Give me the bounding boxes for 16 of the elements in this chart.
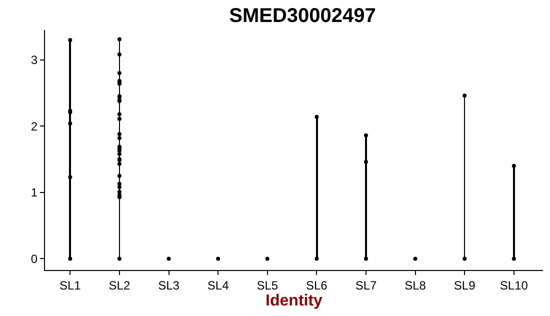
x-tick-label: SL10: [500, 278, 528, 292]
y-tick-label: 0: [30, 252, 38, 266]
x-tick-label: SL1: [59, 278, 82, 292]
y-tick-label: 2: [30, 119, 38, 134]
chart-title: SMED30002497: [229, 4, 376, 27]
y-tick-label: 3: [30, 53, 38, 68]
x-tick-label: SL2: [108, 278, 130, 292]
x-tick-label: SL7: [355, 278, 377, 292]
x-tick-label: SL8: [404, 278, 426, 292]
x-tick-label: SL3: [158, 278, 180, 292]
x-tick-label: SL4: [207, 278, 230, 292]
x-axis-title: Identity: [266, 292, 323, 310]
y-tick-label: 1: [30, 186, 38, 200]
x-tick-label: SL9: [454, 278, 476, 292]
x-tick-label: SL5: [256, 278, 278, 292]
x-tick-label: SL6: [306, 278, 328, 292]
